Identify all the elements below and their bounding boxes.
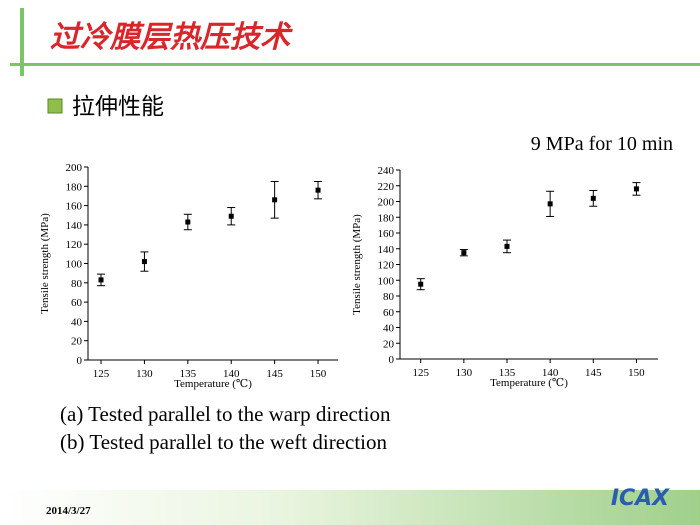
title-rule xyxy=(10,63,700,66)
y-tick-label: 140 xyxy=(66,220,83,232)
x-axis-label: Temperature (℃) xyxy=(490,377,568,389)
y-tick-label: 80 xyxy=(71,278,83,290)
x-tick-label: 145 xyxy=(266,368,283,380)
point xyxy=(547,201,553,207)
y-tick-label: 180 xyxy=(66,181,83,193)
y-tick-label: 0 xyxy=(389,354,395,366)
logo: ICAX xyxy=(611,486,670,511)
y-tick-label: 160 xyxy=(66,201,83,213)
caption: (a) Tested parallel to the warp directio… xyxy=(60,402,391,426)
bullet-text: 拉伸性能 xyxy=(72,94,164,120)
y-tick-label: 60 xyxy=(71,297,83,309)
slide-title: 过冷膜层热压技术 xyxy=(50,20,293,55)
point xyxy=(141,259,147,265)
x-tick-label: 150 xyxy=(310,368,327,380)
y-tick-label: 200 xyxy=(66,162,83,174)
point xyxy=(315,187,321,193)
x-tick-label: 145 xyxy=(585,367,602,379)
y-tick-label: 140 xyxy=(378,244,395,256)
x-tick-label: 130 xyxy=(456,367,473,379)
y-tick-label: 60 xyxy=(383,307,395,319)
point xyxy=(504,243,510,249)
y-axis-label: Tensile strength (MPa) xyxy=(39,213,51,314)
y-tick-label: 160 xyxy=(378,228,395,240)
y-axis-label: Tensile strength (MPa) xyxy=(351,214,363,315)
x-tick-label: 140 xyxy=(223,368,240,380)
x-tick-label: 135 xyxy=(180,368,197,380)
y-tick-label: 0 xyxy=(77,355,83,367)
y-tick-label: 40 xyxy=(383,323,395,335)
y-tick-label: 120 xyxy=(66,239,83,251)
y-tick-label: 100 xyxy=(66,259,83,271)
y-tick-label: 40 xyxy=(71,316,83,328)
date: 2014/3/27 xyxy=(46,505,91,517)
y-tick-label: 100 xyxy=(378,275,395,287)
x-tick-label: 130 xyxy=(136,368,153,380)
point xyxy=(590,195,596,201)
point xyxy=(98,277,104,283)
point xyxy=(418,281,424,287)
point xyxy=(272,197,278,203)
accent-bar xyxy=(20,8,24,76)
y-tick-label: 20 xyxy=(383,338,395,350)
x-axis-label: Temperature (℃) xyxy=(174,378,252,390)
y-tick-label: 80 xyxy=(383,291,395,303)
point xyxy=(228,213,234,219)
condition: 9 MPa for 10 min xyxy=(531,133,673,155)
x-tick-label: 125 xyxy=(93,368,110,380)
point xyxy=(461,250,467,256)
x-tick-label: 125 xyxy=(412,367,429,379)
y-tick-label: 20 xyxy=(71,336,83,348)
x-tick-label: 150 xyxy=(628,367,645,379)
y-tick-label: 180 xyxy=(378,212,395,224)
point xyxy=(185,219,191,225)
y-tick-label: 200 xyxy=(378,197,395,209)
bullet-icon xyxy=(47,98,63,114)
y-tick-label: 220 xyxy=(378,181,395,193)
caption: (b) Tested parallel to the weft directio… xyxy=(60,430,388,454)
footer-band xyxy=(0,490,700,525)
y-tick-label: 120 xyxy=(378,260,395,272)
x-tick-label: 140 xyxy=(542,367,559,379)
point xyxy=(633,186,639,192)
x-tick-label: 135 xyxy=(499,367,516,379)
y-tick-label: 240 xyxy=(378,165,395,177)
